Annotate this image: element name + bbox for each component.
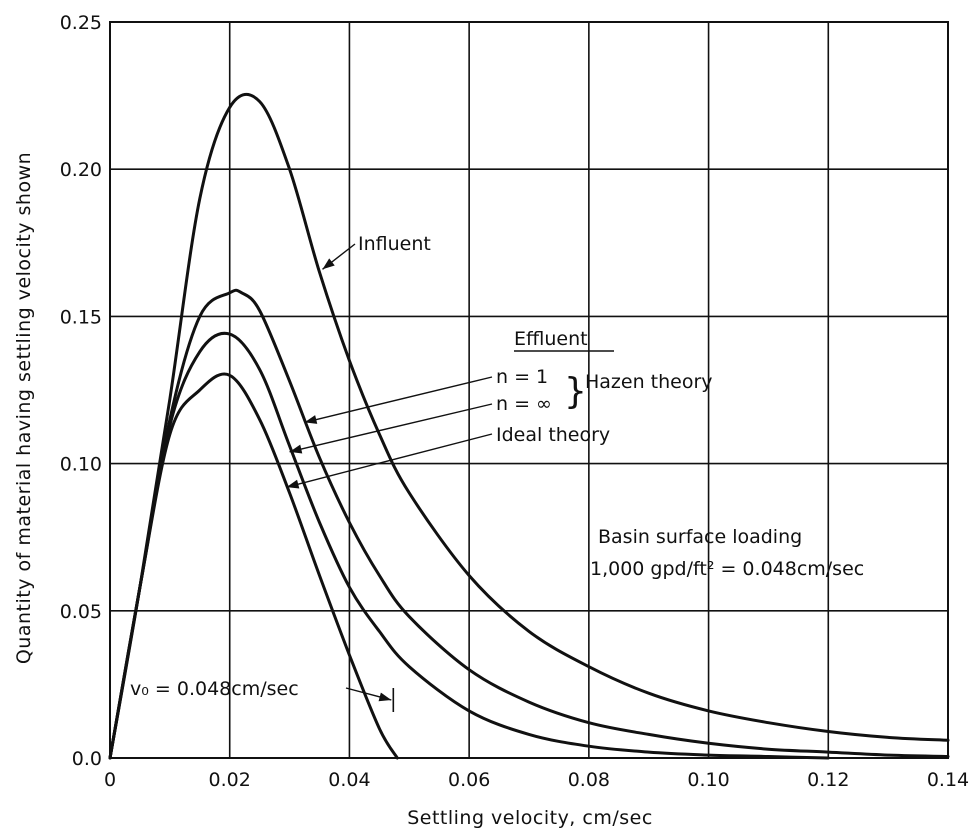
basin-label-line1: Basin surface loading (598, 526, 802, 548)
influent-label: Influent (358, 233, 431, 255)
hazen-label: Hazen theory (585, 371, 713, 393)
vo-leader-arrowhead (378, 692, 392, 702)
grid (109, 21, 949, 759)
influent-leader-arrowhead (322, 258, 335, 270)
y-tick-label: 0.0 (72, 748, 102, 770)
x-tick-label: 0.04 (328, 769, 370, 791)
basin-label-line2: 1,000 gpd/ft² = 0.048cm/sec (590, 558, 864, 580)
x-axis-ticks: 0 0.02 0.04 0.06 0.08 0.10 0.12 0.14 (104, 769, 969, 791)
x-tick-label: 0.02 (209, 769, 251, 791)
hazen-ninf-curve (108, 331, 830, 760)
y-tick-label: 0.15 (60, 306, 102, 328)
n1-label: n = 1 (496, 366, 548, 388)
ninf-leader (289, 403, 493, 453)
x-tick-label: 0.10 (687, 769, 729, 791)
hazen-n1-curve (108, 288, 950, 760)
ninf-label: n = ∞ (496, 393, 552, 415)
y-tick-label: 0.10 (60, 454, 102, 476)
x-axis-label: Settling velocity, cm/sec (407, 807, 653, 829)
leader-lines (286, 243, 493, 712)
n1-leader-arrowhead (304, 415, 318, 424)
y-axis-label: Quantity of material having settling vel… (13, 152, 35, 664)
n1-leader (304, 376, 493, 424)
vo-label: v₀ = 0.048cm/sec (130, 678, 299, 700)
y-axis-ticks: 0.0 0.05 0.10 0.15 0.20 0.25 (60, 12, 102, 770)
ideal-label: Ideal theory (496, 424, 610, 446)
ideal-leader (286, 433, 493, 488)
hazen-brace: } (564, 371, 587, 412)
influent-curve (108, 93, 950, 760)
x-tick-label: 0.06 (448, 769, 490, 791)
series-curves (108, 93, 950, 760)
x-tick-label: 0 (104, 769, 116, 791)
y-tick-label: 0.25 (60, 12, 102, 34)
ideal-leader-arrowhead (286, 479, 300, 489)
x-tick-label: 0.08 (568, 769, 610, 791)
ideal-theory-curve (108, 372, 399, 760)
y-tick-label: 0.20 (60, 159, 102, 181)
y-tick-label: 0.05 (60, 601, 102, 623)
plot-frame (109, 21, 949, 759)
x-tick-label: 0.14 (927, 769, 969, 791)
x-tick-label: 0.12 (807, 769, 849, 791)
effluent-heading: Effluent (514, 328, 588, 350)
ninf-leader-arrowhead (289, 444, 303, 454)
